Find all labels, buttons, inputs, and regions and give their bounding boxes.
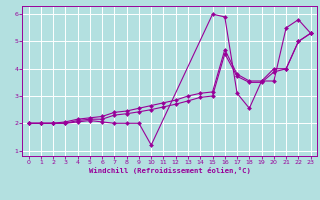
X-axis label: Windchill (Refroidissement éolien,°C): Windchill (Refroidissement éolien,°C) [89, 167, 251, 174]
